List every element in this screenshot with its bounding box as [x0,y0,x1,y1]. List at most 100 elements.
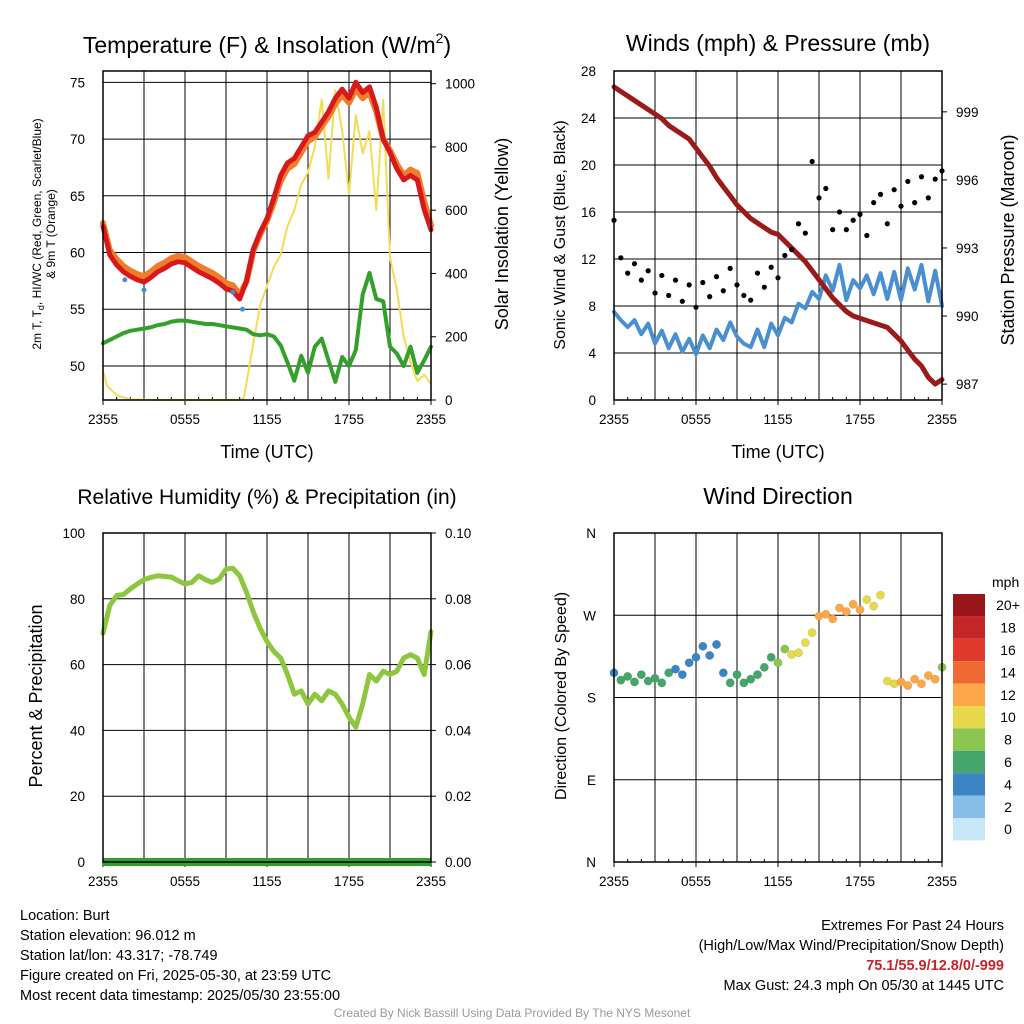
plot-border [613,70,943,401]
temperature-left-ylabel-line2: & 9m T (Orange) [44,189,58,279]
extremes-title: Extremes For Past 24 Hours [821,918,1004,934]
direction-point [848,599,858,609]
colorbar-title: mph [992,574,1019,590]
direction-point [862,595,872,605]
extremes-info: Extremes For Past 24 Hours (High/Low/Max… [699,916,1004,996]
gust-point [905,178,911,185]
colorbar-swatch [953,818,985,841]
gust-point [912,200,918,206]
gust-point [768,264,774,270]
y-tick-label: 20 [581,158,596,173]
colorbar-label: 4 [1004,776,1012,792]
direction-point [712,640,721,649]
colorbar-label: 8 [1004,732,1012,748]
gust-point [754,270,761,276]
direction-point [773,658,783,668]
direction-point [630,677,639,687]
y-tick-label: W [583,608,596,623]
x-tick-label: 0555 [681,412,711,427]
x-tick-label: 2355 [927,412,957,427]
gust-point [741,292,747,299]
gust-point [843,227,849,233]
gust-point [666,292,672,299]
direction-point [657,678,667,688]
hi-wc-point [239,306,245,312]
x-tick-label: 2355 [927,874,957,889]
gust-point [761,284,767,290]
y2-tick-label: 993 [956,241,979,256]
y2-tick-label: 200 [445,330,468,345]
direction-point [718,668,728,678]
colorbar-swatch [953,750,985,774]
colorbar-swatch [953,638,985,662]
y-tick-label: N [586,855,596,870]
y2-tick-label: 0.00 [445,855,471,870]
direction-point [835,603,844,613]
station-info: Location: Burt Station elevation: 96.012… [20,906,340,1006]
winds-panel: Winds (mph) & Pressure (mb) 2355 0555 1155… [552,30,1018,462]
colorbar-label: 6 [1004,754,1012,770]
gust-point [618,255,624,261]
x-tick-label: 2355 [88,874,118,889]
station-location: Location: Burt [20,908,110,924]
gust-point [720,288,726,294]
colorbar-swatch [953,728,985,751]
y-tick-label: 50 [70,359,85,374]
hi-wc-point [141,287,147,293]
y2-tick-label: 999 [956,105,979,120]
colorbar-label: 16 [1000,642,1016,658]
direction-point [671,664,680,674]
gust-point [857,211,863,217]
x-tick-label: 1155 [252,874,281,889]
direction-point [917,679,926,689]
series-sonic-wind [612,262,944,357]
colorbar: 20+ 18 16 14 12 10 8 6 4 2 0 [953,594,1020,841]
y-tick-label: E [587,773,596,788]
recent-timestamp: Most recent data timestamp: 2025/05/30 2… [20,988,341,1004]
gust-point [659,272,665,279]
y-tick-label: 0 [588,393,596,408]
direction-point [759,662,769,672]
gust-point [871,200,877,206]
humidity-left-ylabel: Percent & Precipitation [26,604,46,787]
direction-point [828,614,838,624]
temperature-plot-area: 2355 0555 1155 1755 2355 50 55 60 65 70 75 0 200 400 6… [70,70,475,427]
max-gust: Max Gust: 24.3 mph On 05/30 at 1445 UTC [723,978,1004,994]
direction-panel: Wind Direction 2355 0555 1155 1755 2355NESWN… [553,483,1020,889]
y-tick-label: 16 [581,205,596,220]
y2-tick-label: 0.10 [445,526,471,541]
gust-point [672,277,679,283]
y2-tick-label: 800 [445,140,468,155]
series-station-pressure [611,84,945,387]
colorbar-label: 10 [1000,709,1016,725]
direction-point [636,670,646,680]
direction-point [623,672,633,681]
direction-point [684,658,694,668]
gust-point [850,217,856,223]
x-tick-label: 1755 [845,874,875,889]
colorbar-swatch [953,795,985,818]
x-tick-label: 2355 [416,874,446,889]
direction-point [753,670,762,680]
direction-point [780,644,790,654]
gust-point [645,268,651,274]
direction-point [876,590,885,600]
gust-point [631,261,638,267]
y-tick-label: 65 [70,189,85,204]
extremes-subtitle: (High/Low/Max Wind/Precipitation/Snow De… [698,938,1004,954]
y2-tick-label: 1000 [445,77,475,92]
gust-point [830,227,836,233]
direction-point [896,677,906,687]
gust-point [693,304,699,310]
direction-point [664,668,674,678]
colorbar-label: 0 [1004,821,1012,837]
gust-point [809,158,815,165]
direction-point [732,670,742,680]
credit-line: Created By Nick Bassill Using Data Provi… [333,1006,691,1020]
gust-point [925,195,931,201]
colorbar-swatch [953,706,985,729]
y-tick-label: 24 [581,111,597,126]
gust-point [918,174,925,180]
